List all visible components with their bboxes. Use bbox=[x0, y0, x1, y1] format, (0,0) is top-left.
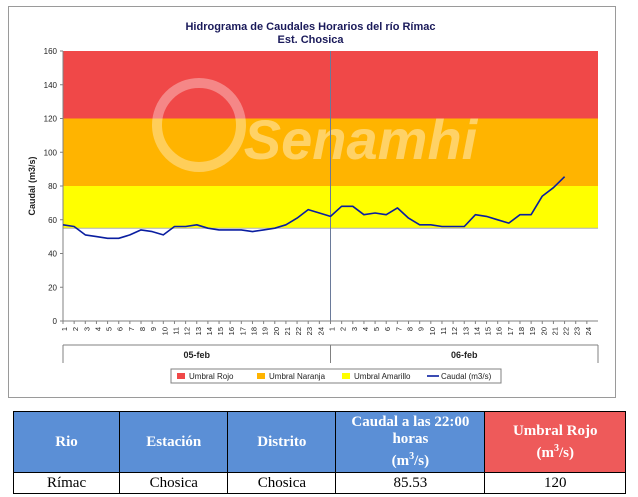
header-caudal: Caudal a las 22:00 horas (m3/s) bbox=[335, 411, 486, 473]
header-caudal-unit: (m3/s) bbox=[391, 451, 430, 469]
table-row: Rímac Chosica Chosica 85.53 120 bbox=[12, 472, 626, 494]
x-tick-label: 19 bbox=[528, 327, 537, 335]
legend-item: Caudal (m3/s) bbox=[441, 372, 492, 381]
y-tick-label: 100 bbox=[44, 148, 58, 157]
x-tick-label: 8 bbox=[138, 327, 147, 331]
legend-item: Umbral Naranja bbox=[269, 372, 326, 381]
header-estacion: Estación bbox=[119, 411, 229, 473]
x-tick-label: 11 bbox=[439, 327, 448, 335]
x-tick-label: 16 bbox=[227, 327, 236, 335]
cell-caudal: 85.53 bbox=[335, 472, 486, 494]
x-tick-label: 18 bbox=[517, 327, 526, 335]
chart-subtitle: Est. Chosica bbox=[277, 34, 344, 46]
x-tick-label: 17 bbox=[238, 327, 247, 335]
legend-box bbox=[170, 368, 502, 384]
x-tick-label: 12 bbox=[183, 327, 192, 335]
x-tick-label: 8 bbox=[406, 327, 415, 331]
x-tick-label: 9 bbox=[417, 327, 426, 331]
x-tick-label: 20 bbox=[539, 327, 548, 335]
y-tick-label: 60 bbox=[48, 216, 57, 225]
header-umbral-rojo: Umbral Rojo (m3/s) bbox=[484, 411, 626, 473]
legend-item: Umbral Rojo bbox=[189, 372, 234, 381]
chart-title: Hidrograma de Caudales Horarios del río … bbox=[185, 21, 435, 33]
x-tick-label: 24 bbox=[316, 327, 325, 335]
x-tick-label: 21 bbox=[283, 327, 292, 335]
x-tick-label: 17 bbox=[506, 327, 515, 335]
x-tick-label: 2 bbox=[71, 327, 80, 331]
x-tick-label: 22 bbox=[294, 327, 303, 335]
y-tick-label: 0 bbox=[53, 317, 58, 326]
hydrograph-chart: Hidrograma de Caudales Horarios del río … bbox=[27, 21, 599, 384]
chart-frame: Hidrograma de Caudales Horarios del río … bbox=[8, 6, 616, 398]
x-tick-label: 7 bbox=[127, 327, 136, 331]
x-tick-label: 20 bbox=[272, 327, 281, 335]
x-tick-label: 1 bbox=[328, 327, 337, 331]
x-tick-label: 3 bbox=[82, 327, 91, 331]
legend-swatch bbox=[342, 373, 350, 379]
header-distrito: Distrito bbox=[227, 411, 337, 473]
table-header-row: Rio Estación Distrito Caudal a las 22:00… bbox=[12, 411, 626, 473]
x-tick-label: 16 bbox=[495, 327, 504, 335]
x-tick-label: 12 bbox=[450, 327, 459, 335]
y-tick-label: 140 bbox=[44, 81, 58, 90]
x-tick-label: 15 bbox=[484, 327, 493, 335]
x-tick-label: 22 bbox=[562, 327, 571, 335]
y-tick-label: 80 bbox=[48, 182, 57, 191]
y-axis-label: Caudal (m3/s) bbox=[27, 156, 37, 215]
x-tick-label: 23 bbox=[573, 327, 582, 335]
y-tick-label: 120 bbox=[44, 115, 58, 124]
x-tick-label: 10 bbox=[160, 327, 169, 335]
legend-swatch bbox=[177, 373, 185, 379]
cell-distrito: Chosica bbox=[227, 472, 337, 494]
watermark-sun-icon bbox=[152, 78, 246, 172]
header-rio: Rio bbox=[12, 411, 121, 473]
series-caudal-line bbox=[62, 176, 566, 240]
x-tick-label: 6 bbox=[383, 327, 392, 331]
y-tick-label: 160 bbox=[44, 47, 58, 56]
y-tick-label: 40 bbox=[48, 250, 57, 259]
x-tick-label: 5 bbox=[372, 327, 381, 331]
x-tick-label: 4 bbox=[361, 327, 370, 331]
x-tick-label: 1 bbox=[60, 327, 69, 331]
legend-item: Umbral Amarillo bbox=[354, 372, 411, 381]
x-tick-label: 7 bbox=[394, 327, 403, 331]
cell-rio: Rímac bbox=[12, 472, 121, 494]
x-tick-label: 5 bbox=[105, 327, 114, 331]
x-tick-label: 3 bbox=[350, 327, 359, 331]
header-umbral-unit: (m3/s) bbox=[536, 442, 574, 461]
x-tick-label: 24 bbox=[584, 327, 593, 335]
x-tick-label: 13 bbox=[194, 327, 203, 335]
cell-estacion: Chosica bbox=[119, 472, 229, 494]
x-tick-label: 18 bbox=[249, 327, 258, 335]
x-tick-label: 23 bbox=[305, 327, 314, 335]
x-tick-label: 21 bbox=[550, 327, 559, 335]
x-tick-label: 19 bbox=[261, 327, 270, 335]
x-tick-label: 4 bbox=[93, 327, 102, 331]
day-label-2: 06-feb bbox=[451, 350, 478, 360]
x-tick-label: 9 bbox=[149, 327, 158, 331]
day-label-1: 05-feb bbox=[183, 350, 210, 360]
x-tick-label: 6 bbox=[116, 327, 125, 331]
x-tick-label: 2 bbox=[339, 327, 348, 331]
y-tick-label: 20 bbox=[48, 283, 57, 292]
x-tick-label: 13 bbox=[461, 327, 470, 335]
x-tick-label: 11 bbox=[171, 327, 180, 335]
cell-umbral-rojo: 120 bbox=[484, 472, 626, 494]
watermark-text: Senamhi bbox=[244, 108, 479, 171]
x-tick-label: 14 bbox=[472, 327, 481, 335]
x-tick-label: 14 bbox=[205, 327, 214, 335]
x-tick-label: 15 bbox=[216, 327, 225, 335]
x-tick-label: 10 bbox=[428, 327, 437, 335]
info-table: Rio Estación Distrito Caudal a las 22:00… bbox=[12, 411, 626, 494]
legend-swatch bbox=[257, 373, 265, 379]
